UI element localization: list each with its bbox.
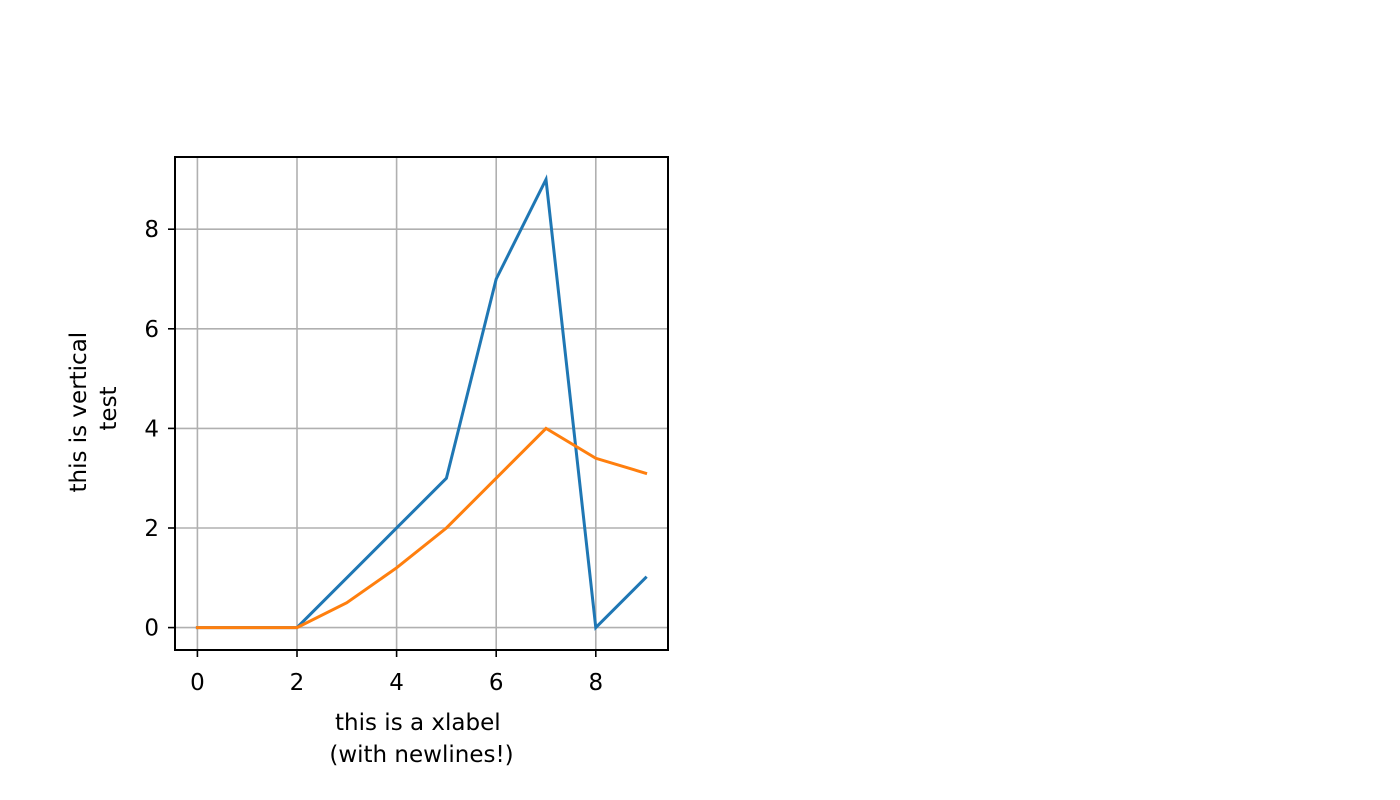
x-tick-label-1: 2 xyxy=(290,670,305,696)
series-line-1 xyxy=(195,174,648,631)
x-tick-label-0: 0 xyxy=(190,670,205,696)
y-axis-title-line-2: test xyxy=(96,386,122,430)
x-axis-title: this is a xlabel (with newlines!) xyxy=(329,710,513,768)
x-axis-title-line-1: this is a xlabel xyxy=(335,710,501,736)
y-tick-label-4: 8 xyxy=(144,217,159,243)
x-axis-title-line-2: (with newlines!) xyxy=(329,742,513,768)
y-tick-label-0: 0 xyxy=(144,616,159,642)
x-tick-label-4: 8 xyxy=(588,670,603,696)
x-tick-label-2: 4 xyxy=(389,670,404,696)
plot-frame xyxy=(174,156,669,651)
series-lines xyxy=(195,174,648,631)
series-line-2 xyxy=(195,426,648,630)
ticks: 0 2 4 6 8 0 2 4 6 8 xyxy=(144,217,603,696)
y-axis-title-line-1: this is vertical xyxy=(66,332,92,493)
y-tick-label-1: 2 xyxy=(144,516,159,542)
y-tick-label-3: 6 xyxy=(144,317,159,343)
y-axis-title: this is vertical test xyxy=(66,324,122,492)
y-tick-label-2: 4 xyxy=(144,416,159,442)
grid xyxy=(175,157,668,650)
x-tick-label-3: 6 xyxy=(489,670,504,696)
